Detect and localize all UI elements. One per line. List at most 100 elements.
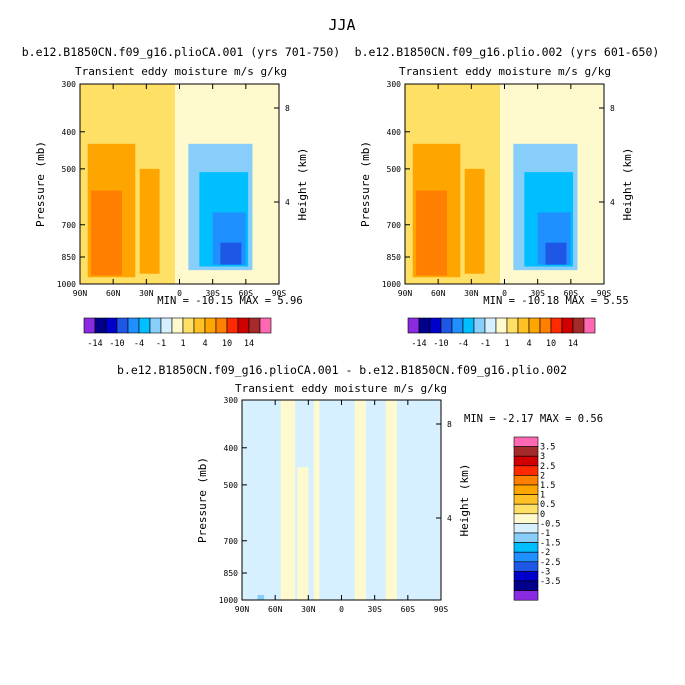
colorbar-cell [513,436,539,447]
x-tick-label: 60N [268,605,283,614]
x-tick-label: 30S [530,289,545,298]
colorbar-label: 10 [546,339,556,349]
min-max-text: MIN = -10.15 MAX = 5.96 [157,295,302,307]
y2-axis-label: Height (km) [458,464,471,537]
panel-difference: b.e12.B1850CN.f09_g16.plioCA.001 - b.e12… [117,363,603,614]
y-tick-label: 1000 [219,596,238,605]
x-tick-label: 30N [139,289,154,298]
colorbar-cell [495,317,508,334]
colorbar-cell [513,590,539,601]
y-tick-label: 700 [387,221,402,230]
contour-region [416,190,448,276]
colorbar-cell [513,532,539,543]
y-tick-label: 300 [224,396,239,405]
x-tick-label: 30N [464,289,479,298]
contour-region [385,400,397,600]
colorbar-cell [127,317,140,334]
panel-subtitle: Transient eddy moisture m/s g/kg [75,65,287,78]
colorbar-cell [513,551,539,563]
panel-subtitle: Transient eddy moisture m/s g/kg [235,382,447,395]
colorbar-cell [513,571,539,582]
y2-tick-label: 4 [447,514,452,523]
colorbar-cell [418,317,431,334]
x-tick-label: 30N [301,605,316,614]
x-tick-label: 60N [431,289,446,298]
colorbar-cell [259,317,272,334]
colorbar-cell [462,317,475,334]
panel-title: b.e12.B1850CN.f09_g16.plioCA.001 - b.e12… [117,363,567,377]
panel-title: b.e12.B1850CN.f09_g16.plioCA.001 (yrs 70… [22,45,341,59]
colorbar-label: -10 [109,339,124,349]
colorbar-label: 4 [526,339,531,349]
contour-region [242,400,441,600]
colorbar-cell [550,317,563,334]
colorbar-label: 0.5 [540,500,555,510]
colorbar-label: 1 [504,339,509,349]
colorbar-cell [513,561,539,572]
colorbar-label: -4 [134,339,144,349]
contour-region [354,400,366,600]
colorbar-cell [248,317,261,334]
colorbar-cell [513,542,539,553]
contour-region [280,400,296,600]
colorbar-label: -3.5 [540,577,560,587]
colorbar-label: -4 [458,339,468,349]
y-tick-label: 1000 [57,280,76,289]
x-tick-label: 30S [205,289,220,298]
y-tick-label: 400 [62,128,77,137]
colorbar-cell [513,475,539,486]
colorbar-cell [528,317,541,334]
contour-region [313,400,320,600]
colorbar-label: -0.5 [540,519,560,529]
colorbar-label: -2.5 [540,558,560,568]
colorbar-cell [215,317,228,334]
colorbar-label: 2 [540,471,545,481]
y-tick-label: 700 [224,537,239,546]
colorbar-cell [561,317,574,334]
y-tick-label: 300 [62,80,77,89]
colorbar-cell [473,317,486,334]
y-tick-label: 300 [387,80,402,89]
colorbar-cell [193,317,206,334]
colorbar-cell [513,580,539,591]
contour-region [297,467,309,600]
colorbar-label: 1 [180,339,185,349]
colorbar-cell [440,317,453,334]
colorbar-label: -1 [540,529,550,539]
colorbar-cell [83,317,96,334]
contour-region [545,242,567,265]
colorbar-label: -10 [433,339,448,349]
colorbar-cell [513,494,539,505]
panel-subtitle: Transient eddy moisture m/s g/kg [399,65,611,78]
panel-plio: b.e12.B1850CN.f09_g16.plio.002 (yrs 601-… [355,45,660,307]
y2-tick-label: 4 [610,198,615,207]
colorbar-label: 2.5 [540,462,555,472]
colorbar-cell [182,317,195,334]
colorbar-cell [429,317,442,334]
y2-axis-label: Height (km) [621,148,634,221]
colorbar-label: 14 [244,339,254,349]
colorbar-cell [513,484,539,495]
x-tick-label: 90N [398,289,413,298]
x-tick-label: 30S [367,605,382,614]
y-tick-label: 850 [62,253,77,262]
y-tick-label: 400 [224,444,239,453]
colorbar-label: 3.5 [540,443,555,453]
figure-title: JJA [328,16,355,34]
contour-region [220,242,242,265]
contour-region [257,594,265,600]
colorbar-cell [539,317,552,334]
colorbar-cell [407,317,420,334]
x-tick-label: 60N [106,289,121,298]
colorbar-cell [160,317,173,334]
colorbar-cell [451,317,464,334]
y-axis-label: Pressure (mb) [196,457,209,543]
y-tick-label: 700 [62,221,77,230]
x-tick-label: 60S [401,605,416,614]
colorbar-label: -1 [480,339,490,349]
contour-region [139,168,160,274]
colorbar-label: -3 [540,567,550,577]
colorbar-cell [116,317,129,334]
y2-tick-label: 8 [447,420,452,429]
